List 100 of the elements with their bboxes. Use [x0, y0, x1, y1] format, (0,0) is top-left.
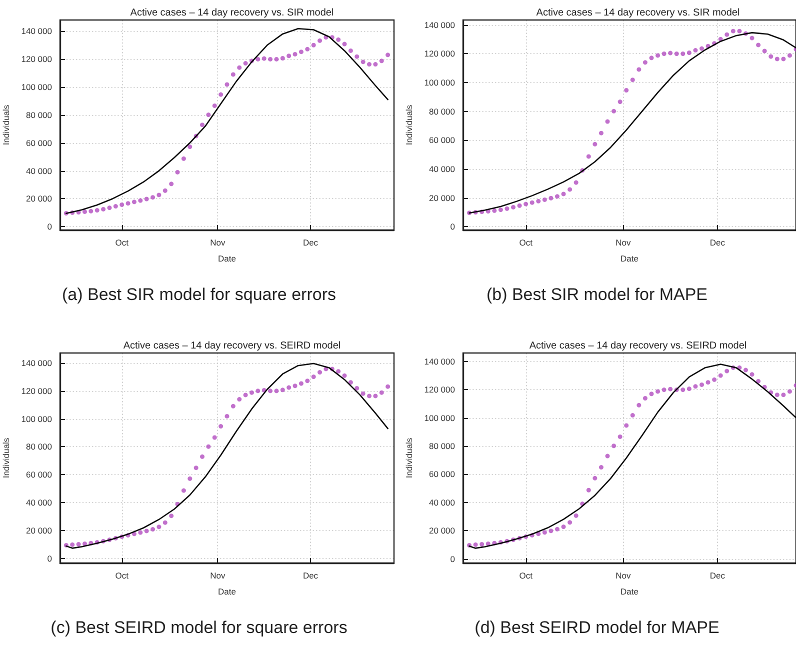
point [536, 198, 541, 204]
point [555, 526, 560, 532]
chart-title: Active cases – 14 day recovery vs. SEIRD model [529, 340, 747, 352]
point [480, 542, 484, 547]
y-tick-label: 40 000 [429, 497, 456, 508]
point [144, 528, 149, 534]
point [249, 390, 254, 395]
y-tick-label: 140 000 [21, 358, 52, 368]
y-tick-label: 100 000 [21, 414, 52, 424]
y-tick-label: 140 000 [424, 20, 456, 30]
x-tick-label: Dec [302, 570, 319, 580]
x-tick-label: Dec [710, 238, 726, 248]
point [82, 209, 87, 214]
y-tick-label: 100 000 [424, 77, 456, 88]
y-tick-label: 0 [450, 554, 456, 564]
point [642, 396, 648, 400]
point [88, 208, 94, 214]
x-tick-label: Oct [519, 238, 534, 248]
point [605, 119, 610, 124]
y-tick-label: 20 000 [26, 194, 52, 204]
point [76, 542, 81, 546]
point [592, 476, 598, 480]
point [298, 50, 304, 54]
point [762, 48, 767, 54]
point [138, 530, 143, 535]
point [162, 188, 168, 193]
y-tick-label: 140 000 [424, 356, 456, 366]
y-tick-label: 120 000 [21, 54, 52, 64]
y-tick-label: 140 000 [21, 26, 52, 36]
point [169, 182, 174, 186]
point [194, 466, 198, 470]
point [542, 197, 547, 202]
point [574, 180, 578, 185]
point [586, 154, 591, 159]
point [618, 434, 622, 439]
point [268, 388, 273, 394]
point [262, 56, 266, 61]
point [662, 388, 666, 392]
point [224, 414, 230, 418]
point [774, 56, 780, 62]
point [686, 386, 692, 392]
point [781, 392, 786, 398]
y-axis-title: Individuals [0, 438, 11, 478]
point [561, 192, 566, 196]
y-tick-label: 100 000 [21, 82, 52, 92]
chart-title: Active cases – 14 day recovery vs. SIR model [130, 8, 334, 18]
point [781, 56, 786, 62]
point [636, 67, 642, 72]
point [379, 390, 384, 395]
point [686, 50, 692, 55]
point [101, 206, 106, 212]
point [169, 514, 174, 518]
point [373, 62, 378, 67]
point [743, 368, 748, 372]
point [107, 206, 112, 210]
point [311, 42, 316, 48]
point [280, 388, 285, 392]
point [181, 156, 186, 161]
y-tick-label: 40 000 [26, 498, 52, 508]
point [386, 52, 390, 58]
point [750, 372, 754, 377]
point [568, 187, 572, 192]
point [787, 53, 792, 58]
point [561, 524, 566, 530]
point [298, 381, 304, 386]
point [367, 394, 372, 398]
point [774, 392, 780, 398]
point [348, 48, 353, 53]
point [524, 202, 528, 206]
point [237, 397, 242, 402]
point [598, 465, 604, 470]
y-tick-label: 80 000 [429, 106, 456, 116]
point [649, 56, 654, 60]
y-tick-label: 60 000 [429, 135, 456, 146]
y-tick-label: 60 000 [429, 469, 456, 480]
point [555, 194, 560, 199]
point [336, 369, 341, 374]
point [175, 170, 180, 174]
point [318, 38, 322, 43]
point [592, 142, 598, 146]
x-axis-title: Date [620, 254, 639, 264]
y-tick-label: 0 [47, 222, 52, 232]
point [206, 112, 211, 118]
point [693, 384, 698, 389]
point [342, 42, 347, 46]
point [548, 196, 554, 200]
point [144, 196, 149, 202]
point [360, 391, 366, 396]
point [274, 56, 279, 62]
point [150, 527, 156, 532]
point [750, 36, 754, 40]
point [230, 404, 236, 408]
point [542, 530, 547, 535]
y-tick-label: 60 000 [26, 138, 52, 148]
point [517, 203, 522, 208]
x-tick-label: Nov [210, 238, 226, 248]
x-tick-label: Dec [710, 570, 726, 580]
point [243, 392, 248, 398]
point [379, 58, 384, 64]
point [768, 54, 774, 59]
